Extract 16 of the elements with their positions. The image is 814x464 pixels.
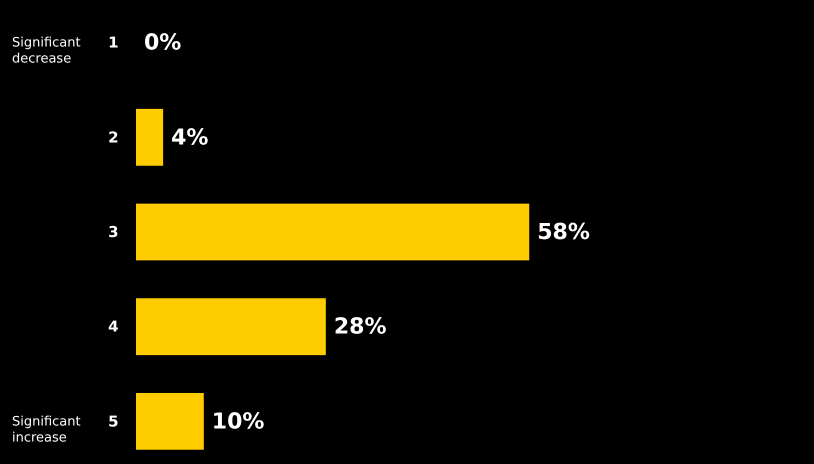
y-tick-label: 4	[108, 318, 118, 336]
data-label: 28%	[334, 314, 387, 340]
bar	[136, 392, 204, 450]
text: Significant decrease	[12, 36, 81, 67]
text: Significant increase	[12, 414, 81, 446]
bar	[136, 108, 164, 166]
y-tick-label: 3	[108, 223, 118, 241]
bar	[136, 298, 326, 356]
data-label: 0%	[144, 30, 182, 56]
bar	[136, 204, 530, 260]
y-tick-label: 1	[108, 34, 118, 52]
y-tick-label: 5	[108, 412, 118, 430]
data-label: 10%	[212, 409, 264, 434]
y-tick-label: 2	[108, 128, 118, 146]
data-label: 4%	[171, 125, 208, 150]
data-label: 58%	[537, 220, 590, 245]
